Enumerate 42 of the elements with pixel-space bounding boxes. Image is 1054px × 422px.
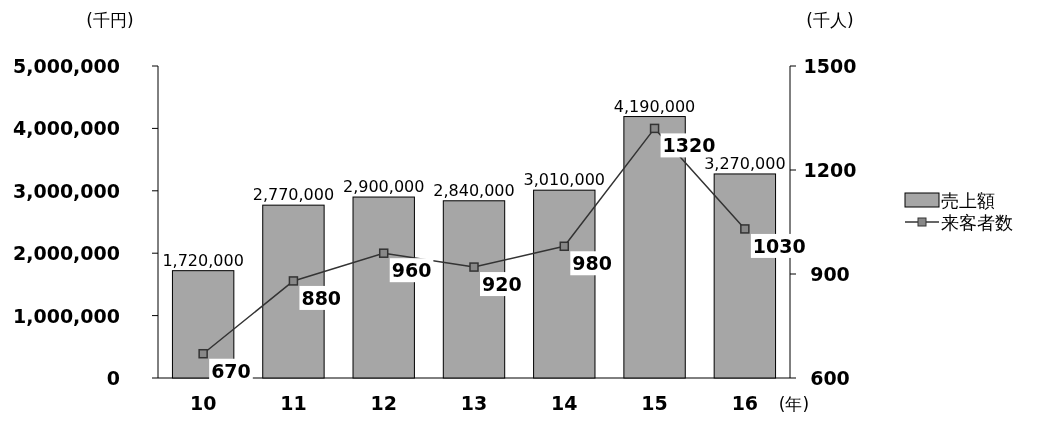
x-axis-title: (年) [778, 394, 810, 414]
x-tick-label: 12 [370, 392, 397, 414]
y-tick-label: 4,000,000 [13, 117, 120, 140]
legend-label: 売上額 [941, 190, 995, 211]
y2-axis-title: (千人) [806, 10, 854, 30]
y2-tick-label: 600 [810, 367, 850, 389]
y2-tick-label: 1500 [803, 55, 857, 77]
x-tick-label: 16 [731, 392, 759, 414]
x-tick-label: 14 [551, 392, 578, 414]
data-label: 670 [211, 359, 251, 382]
y-axis-title: (千円) [86, 10, 134, 30]
point [649, 123, 660, 134]
data-label: 920 [482, 273, 522, 296]
y-tick-label: 2,000,000 [13, 242, 120, 265]
x-tick-label: 11 [280, 392, 307, 414]
y2-tick-label: 1200 [803, 159, 857, 181]
point [288, 276, 299, 286]
y-tick-label: 5,000,000 [13, 55, 120, 77]
data-label: 1320 [662, 134, 716, 157]
legend-label: 来客者数 [941, 212, 1013, 233]
data-label: 1030 [752, 234, 806, 257]
y-tick-label: 3,000,000 [13, 179, 120, 202]
point [559, 241, 570, 252]
data-label: 1,720,000 [162, 250, 244, 270]
data-label: 960 [391, 259, 432, 282]
point [469, 262, 479, 272]
y-tick-label: 0 [106, 367, 120, 389]
data-label: 4,190,000 [613, 96, 696, 116]
x-tick-label: 15 [641, 392, 668, 414]
data-label: 980 [572, 252, 612, 275]
point [378, 248, 389, 258]
data-label: 3,010,000 [523, 170, 605, 190]
y2-tick-label: 900 [810, 263, 850, 285]
data-label: 2,840,000 [433, 180, 515, 200]
y-tick-label: 1,000,000 [13, 304, 120, 327]
data-label: 2,900,000 [343, 177, 425, 197]
data-label: 2,770,000 [252, 185, 335, 205]
x-tick-label: 10 [189, 392, 217, 414]
point [740, 224, 750, 234]
point [198, 348, 208, 359]
x-tick-label: 13 [460, 392, 488, 414]
data-label: 880 [301, 286, 342, 309]
